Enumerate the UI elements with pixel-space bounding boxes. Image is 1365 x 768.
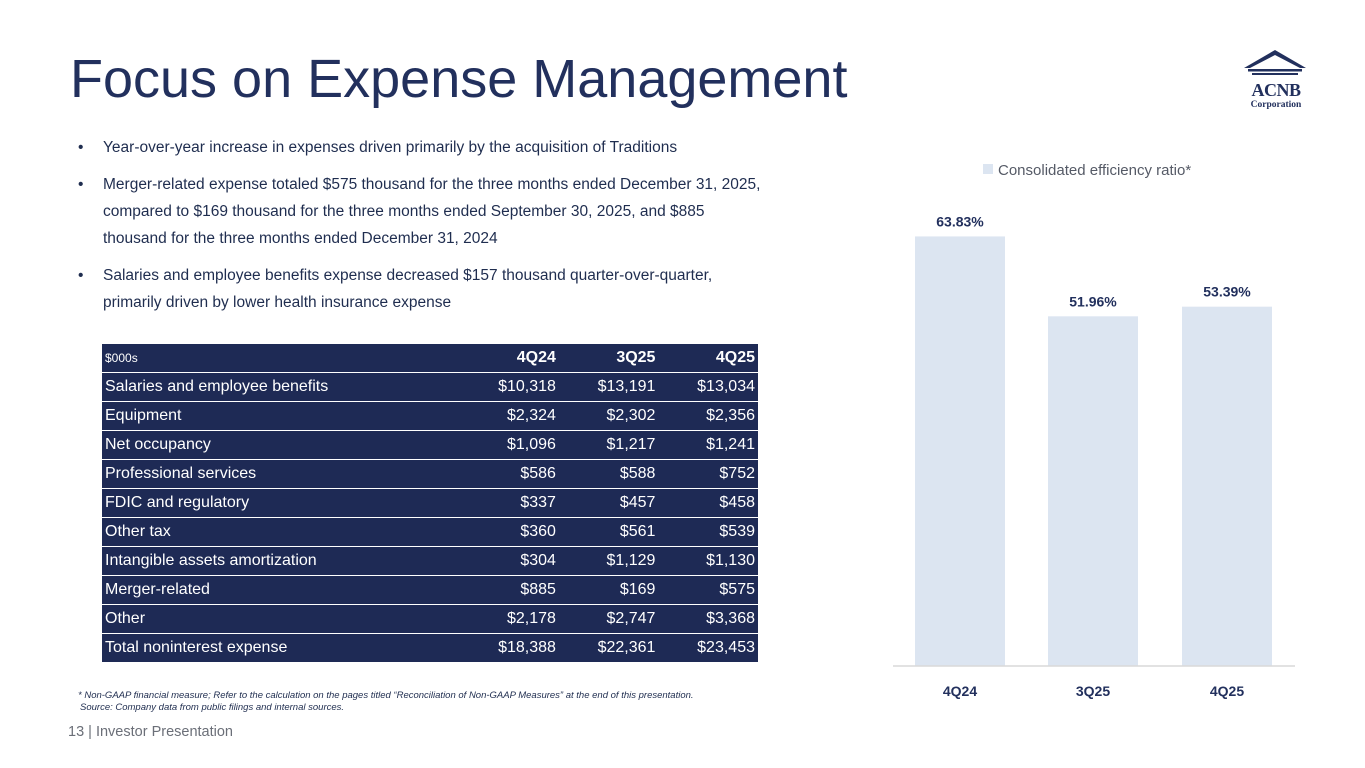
source-note: Source: Company data from public filings… xyxy=(80,702,345,713)
row-label: Intangible assets amortization xyxy=(102,546,460,576)
row-label: FDIC and regulatory xyxy=(102,488,460,518)
footnote: * Non-GAAP financial measure; Refer to t… xyxy=(78,690,694,714)
cell-value: $458 xyxy=(658,488,758,518)
table-row: Professional services $586 $588 $752 xyxy=(102,459,758,489)
table-row: Intangible assets amortization $304 $1,1… xyxy=(102,546,758,576)
cell-value: $561 xyxy=(558,517,659,547)
data-label: 51.96% xyxy=(1069,293,1117,309)
table-header-row: $000s 4Q24 3Q25 4Q25 xyxy=(102,344,758,373)
page-footer: 13 | Investor Presentation xyxy=(68,724,233,740)
cell-value: $1,130 xyxy=(658,546,758,576)
row-label: Salaries and employee benefits xyxy=(102,372,460,402)
table-total-row: Total noninterest expense $18,388 $22,36… xyxy=(102,634,758,663)
row-label: Professional services xyxy=(102,459,460,489)
row-label: Equipment xyxy=(102,401,460,431)
cell-value: $23,453 xyxy=(697,639,755,656)
cell-value: $885 xyxy=(459,575,559,605)
footnote-line: * Non-GAAP financial measure; Refer to t… xyxy=(78,690,694,701)
row-label: Total noninterest expense xyxy=(105,639,288,656)
row-label: Other tax xyxy=(102,517,460,547)
logo-subtitle: Corporation xyxy=(1250,100,1302,110)
cell-value: $13,034 xyxy=(658,372,758,402)
x-tick-label: 3Q25 xyxy=(1076,683,1110,699)
efficiency-ratio-chart: Consolidated efficiency ratio* 63.83% 4Q24… xyxy=(893,162,1295,699)
cell-value: $2,178 xyxy=(459,604,559,634)
table-row: Merger-related $885 $169 $575 xyxy=(102,575,758,605)
cell-value: $18,388 xyxy=(498,639,556,656)
bullet-item: Salaries and employee benefits expense d… xyxy=(76,262,766,316)
cell-value: $2,302 xyxy=(558,401,659,431)
legend-label: Consolidated efficiency ratio* xyxy=(998,162,1191,179)
cell-value: $1,217 xyxy=(558,430,659,460)
bullet-item: Merger-related expense totaled $575 thou… xyxy=(76,171,766,252)
cell-value: $2,356 xyxy=(658,401,758,431)
x-tick-label: 4Q25 xyxy=(1210,683,1244,699)
row-label: Net occupancy xyxy=(102,430,460,460)
row-label: Other xyxy=(102,604,460,634)
bar xyxy=(1182,306,1272,666)
bullet-list: Year-over-year increase in expenses driv… xyxy=(76,134,766,326)
bar xyxy=(915,236,1005,666)
column-header: 3Q25 xyxy=(558,344,659,373)
data-label: 63.83% xyxy=(936,213,984,229)
bar xyxy=(1048,316,1138,666)
cell-value: $337 xyxy=(459,488,559,518)
cell-value: $1,241 xyxy=(658,430,758,460)
column-header: 4Q25 xyxy=(658,344,758,373)
cell-value: $752 xyxy=(658,459,758,489)
cell-value: $457 xyxy=(558,488,659,518)
cell-value: $539 xyxy=(658,517,758,547)
bullet-item: Year-over-year increase in expenses driv… xyxy=(76,134,766,161)
data-label: 53.39% xyxy=(1203,284,1251,300)
table-row: Other $2,178 $2,747 $3,368 xyxy=(102,604,758,634)
building-roof-icon xyxy=(1244,50,1306,75)
footer-label: | Investor Presentation xyxy=(88,724,233,740)
table-row: Net occupancy $1,096 $1,217 $1,241 xyxy=(102,430,758,460)
x-tick-label: 4Q24 xyxy=(943,683,977,699)
row-label: Merger-related xyxy=(102,575,460,605)
cell-value: $588 xyxy=(558,459,659,489)
cell-value: $2,324 xyxy=(459,401,559,431)
logo-wordmark: ACNB xyxy=(1251,80,1301,100)
legend-swatch xyxy=(983,164,993,174)
table-row: Salaries and employee benefits $10,318 $… xyxy=(102,372,758,402)
table-row: Equipment $2,324 $2,302 $2,356 xyxy=(102,401,758,431)
expense-table: $000s 4Q24 3Q25 4Q25 Salaries and employ… xyxy=(102,344,758,662)
cell-value: $360 xyxy=(459,517,559,547)
table-unit-label: $000s xyxy=(102,344,460,373)
page-number: 13 xyxy=(68,724,85,740)
cell-value: $586 xyxy=(459,459,559,489)
cell-value: $2,747 xyxy=(558,604,659,634)
page-title: Focus on Expense Management xyxy=(70,49,848,109)
cell-value: $3,368 xyxy=(658,604,758,634)
cell-value: $13,191 xyxy=(558,372,659,402)
cell-value: $575 xyxy=(658,575,758,605)
cell-value: $22,361 xyxy=(597,639,656,656)
cell-value: $10,318 xyxy=(459,372,559,402)
table-row: FDIC and regulatory $337 $457 $458 xyxy=(102,488,758,518)
cell-value: $1,129 xyxy=(558,546,659,576)
cell-value: $1,096 xyxy=(459,430,559,460)
table-row: Other tax $360 $561 $539 xyxy=(102,517,758,547)
cell-value: $169 xyxy=(558,575,659,605)
cell-value: $304 xyxy=(459,546,559,576)
column-header: 4Q24 xyxy=(459,344,559,373)
